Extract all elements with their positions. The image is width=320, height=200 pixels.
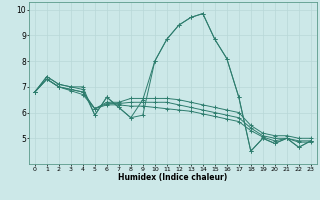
X-axis label: Humidex (Indice chaleur): Humidex (Indice chaleur) <box>118 173 228 182</box>
